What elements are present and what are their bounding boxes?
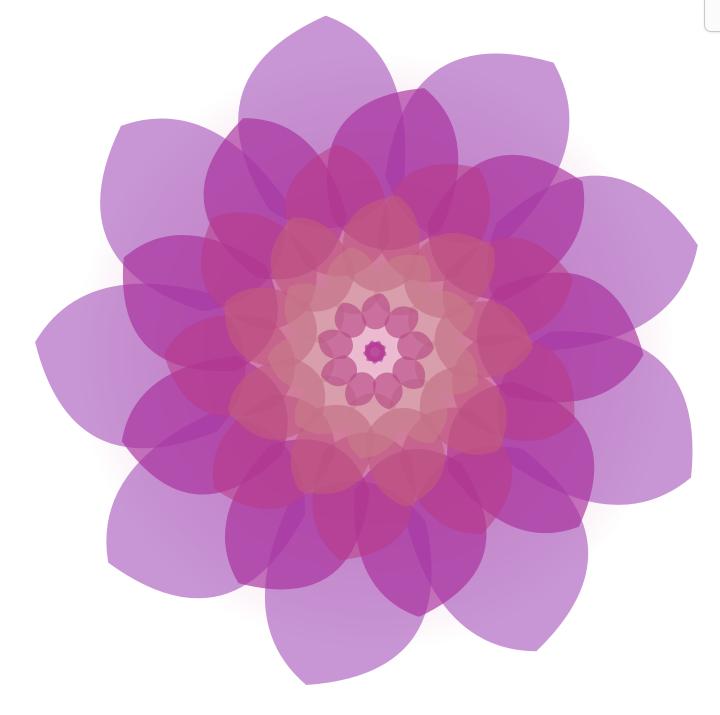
petal — [372, 372, 403, 410]
petal — [374, 254, 431, 316]
petal — [345, 372, 377, 406]
petal — [318, 329, 354, 359]
petal — [320, 355, 358, 387]
petal — [414, 340, 478, 395]
window-corner-tab[interactable] — [704, 0, 720, 32]
petal — [392, 356, 426, 389]
petal — [284, 283, 344, 344]
petal — [267, 335, 335, 389]
petal — [294, 375, 357, 435]
petal — [389, 378, 448, 443]
petal — [361, 293, 391, 330]
petal — [384, 306, 419, 339]
petal — [408, 290, 475, 348]
petal — [326, 247, 381, 315]
petal — [346, 393, 399, 459]
petal — [334, 302, 367, 338]
petal-rings — [35, 15, 698, 685]
rosette-center — [365, 342, 385, 362]
petal — [397, 331, 434, 361]
